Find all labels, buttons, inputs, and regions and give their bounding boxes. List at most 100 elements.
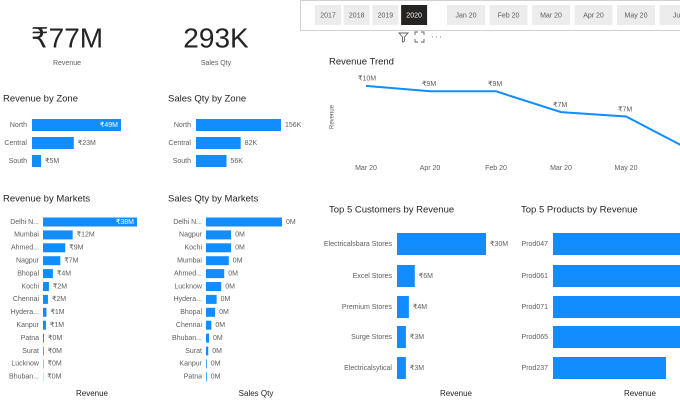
- data-label: 0M: [213, 335, 223, 342]
- data-label: ₹5M: [45, 157, 59, 165]
- bar: [206, 372, 207, 382]
- category-label: Patna: [21, 335, 39, 342]
- month-label[interactable]: Jan 20: [455, 12, 476, 19]
- bar: [43, 256, 61, 266]
- bar: [206, 346, 209, 356]
- data-label: ₹9M: [69, 244, 83, 252]
- month-label[interactable]: May 20: [625, 12, 648, 19]
- data-label: 0M: [233, 258, 243, 265]
- line: [365, 84, 680, 146]
- category-label: Ahmed...: [11, 245, 39, 252]
- bar: [206, 359, 207, 369]
- category-label: Prod061: [522, 273, 549, 280]
- data-label: ₹0M: [47, 373, 61, 381]
- focus-icon[interactable]: [414, 31, 425, 43]
- category-label: Prod071: [522, 304, 549, 311]
- bar: [43, 282, 49, 291]
- data-label: ₹3M: [410, 364, 424, 372]
- category-label: Bhuban...: [172, 335, 202, 342]
- data-label: ₹2M: [52, 295, 66, 303]
- category-label: Prod237: [522, 365, 549, 372]
- year-label[interactable]: 2018: [349, 12, 365, 19]
- category-label: Premium Stores: [342, 304, 393, 311]
- category-label: Bhopal: [180, 309, 202, 316]
- year-label[interactable]: 2017: [320, 12, 336, 19]
- filter-icon[interactable]: [398, 32, 409, 43]
- data-label: 0M: [228, 270, 238, 277]
- month-button[interactable]: [489, 5, 528, 25]
- bar: [397, 233, 486, 255]
- year-label[interactable]: 2020: [406, 12, 422, 19]
- category-label: Prod065: [522, 334, 549, 341]
- data-label: 0M: [212, 348, 222, 355]
- year-label[interactable]: 2019: [378, 12, 394, 19]
- category-label: Hydera...: [174, 296, 202, 303]
- data-label: ₹49M: [100, 121, 118, 129]
- x-tick-label: Mar 20: [550, 165, 572, 172]
- x-tick-label: Apr 20: [420, 165, 441, 172]
- month-label[interactable]: Apr 20: [583, 12, 604, 19]
- category-label: Ahmed...: [174, 270, 202, 277]
- bar: [553, 326, 680, 348]
- chart-title: Top 5 Customers by Revenue: [329, 205, 454, 216]
- category-label: Patna: [184, 374, 202, 381]
- bar: [206, 282, 222, 291]
- bar: [196, 155, 227, 167]
- bar: [43, 217, 137, 227]
- chart-title: Revenue Trend: [329, 57, 394, 68]
- card-label: Sales Qty: [201, 60, 232, 67]
- year-button[interactable]: [401, 5, 428, 25]
- data-label: 0M: [211, 361, 221, 368]
- bar: [43, 333, 44, 343]
- data-label: ₹7M: [618, 105, 632, 113]
- data-label: ₹0M: [47, 360, 61, 368]
- month-button[interactable]: [659, 5, 680, 25]
- bar: [196, 137, 241, 149]
- bar: [43, 243, 66, 253]
- bar: [397, 296, 409, 318]
- month-label[interactable]: Jun: [673, 12, 680, 19]
- y-axis-title: Revenue: [330, 104, 336, 129]
- data-label: ₹9M: [488, 80, 502, 88]
- year-button[interactable]: [372, 5, 399, 25]
- card-value: ₹77M: [31, 22, 103, 53]
- category-label: Chennai: [13, 296, 40, 303]
- bar: [397, 265, 415, 287]
- month-label[interactable]: Mar 20: [540, 12, 562, 19]
- month-button[interactable]: [574, 5, 613, 25]
- data-label: 56K: [231, 158, 244, 165]
- bar: [196, 119, 281, 131]
- data-label: ₹38M: [116, 218, 134, 226]
- bar: [206, 269, 225, 279]
- year-button[interactable]: [343, 5, 370, 25]
- chart-title: Sales Qty by Markets: [168, 194, 259, 205]
- card-value: 293K: [183, 22, 249, 53]
- month-button[interactable]: [617, 5, 655, 25]
- data-label: 0M: [286, 219, 296, 226]
- bar: [43, 307, 47, 317]
- category-label: Bhuban...: [9, 374, 39, 381]
- x-tick-label: Mar 20: [355, 165, 377, 172]
- data-label: 0M: [235, 232, 245, 239]
- bar: [397, 357, 406, 379]
- x-axis-title: Revenue: [440, 389, 473, 398]
- month-label[interactable]: Feb 20: [498, 12, 520, 19]
- x-tick-label: Feb 20: [485, 165, 507, 172]
- bar: [43, 230, 73, 240]
- bar: [32, 137, 74, 149]
- bar: [32, 155, 42, 167]
- year-button[interactable]: [315, 5, 341, 25]
- month-button[interactable]: [532, 5, 570, 25]
- bar: [553, 233, 680, 255]
- data-label: ₹9M: [422, 80, 436, 88]
- category-label: North: [10, 122, 27, 129]
- category-label: Electricalsytical: [344, 365, 392, 372]
- bar: [206, 307, 216, 317]
- month-button[interactable]: [447, 5, 485, 25]
- category-label: Lucknow: [174, 283, 203, 290]
- data-label: 0M: [225, 283, 235, 290]
- data-label: 156K: [285, 122, 302, 129]
- category-label: North: [174, 122, 191, 129]
- category-label: Kochi: [184, 245, 202, 252]
